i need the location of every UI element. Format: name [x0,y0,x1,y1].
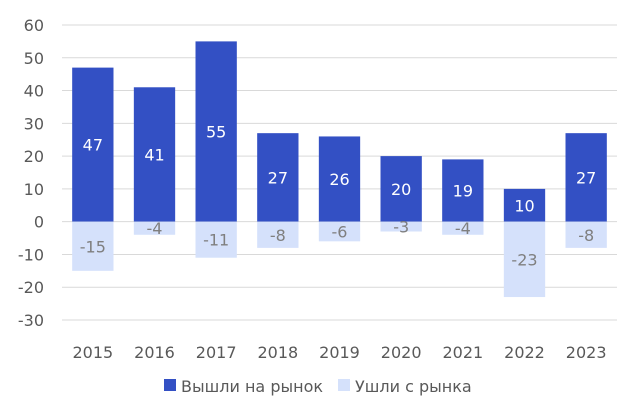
bar-entered [318,136,361,222]
bar-exited [257,221,299,248]
bar-exited [318,221,361,242]
data-label-exited: -23 [511,250,537,269]
bar-exited [195,221,237,258]
data-label-exited: -3 [393,218,409,237]
y-tick-label: 10 [24,180,44,199]
x-tick-label: 2018 [257,343,298,362]
y-tick-label: -20 [18,278,44,297]
x-axis: 2015 2016 2017 2018 2019 2020 2021 2022 2023 [72,343,606,362]
data-label-exited: -15 [80,237,106,256]
data-label-entered: 27 [576,168,596,187]
data-label-entered: 41 [144,145,164,164]
x-tick-label: 2021 [442,343,483,362]
y-tick-label: 50 [24,49,44,68]
data-label-entered: 10 [514,196,534,215]
data-labels: 47 -15 41 -4 55 -11 27 -8 26 -6 20 -3 19 -4 10 -23 27 -8 [80,123,597,270]
data-label-entered: 55 [206,123,226,142]
bar-entered [195,41,237,222]
bar-entered [133,87,176,222]
bar-entered [442,159,484,222]
y-tick-label: 40 [24,82,44,101]
data-label-exited: -4 [455,219,471,238]
x-tick-label: 2023 [566,343,607,362]
bar-exited [565,221,607,248]
data-label-exited: -8 [270,226,286,245]
bar-exited [503,221,546,298]
y-tick-label: 30 [24,114,44,133]
y-tick-label: 20 [24,147,44,166]
legend-swatch-entered [164,379,176,391]
x-tick-label: 2020 [381,343,422,362]
bar-entered [380,156,422,222]
data-label-entered: 27 [268,168,288,187]
legend-label-entered: Вышли на рынок [181,377,323,396]
data-label-entered: 19 [453,182,473,201]
x-tick-label: 2017 [196,343,237,362]
data-label-exited: -11 [203,231,229,250]
data-label-entered: 26 [329,170,349,189]
bar-entered [565,133,607,222]
y-tick-label: 60 [24,16,44,35]
x-tick-label: 2015 [72,343,113,362]
data-label-exited: -6 [332,223,348,242]
bars [72,41,607,298]
bar-entered [257,133,299,222]
x-tick-label: 2019 [319,343,360,362]
bar-exited [72,221,114,271]
bar-entered [72,67,114,222]
y-axis: 60 50 40 30 20 10 0 -10 -20 -30 [18,16,44,330]
bar-exited [133,221,176,235]
bar-exited [380,221,422,232]
x-tick-label: 2022 [504,343,545,362]
bar-entered [503,188,546,222]
legend-label-exited: Ушли с рынка [355,377,472,396]
data-label-exited: -8 [578,226,594,245]
y-tick-label: 0 [34,213,44,232]
y-tick-label: -10 [18,245,44,264]
x-tick-label: 2016 [134,343,175,362]
y-tick-label: -30 [18,311,44,330]
legend-swatch-exited [338,379,350,391]
bar-exited [442,221,484,235]
legend: Вышли на рынок Ушли с рынка [164,377,472,396]
data-label-entered: 47 [83,136,103,155]
data-label-entered: 20 [391,180,411,199]
data-label-exited: -4 [147,219,163,238]
